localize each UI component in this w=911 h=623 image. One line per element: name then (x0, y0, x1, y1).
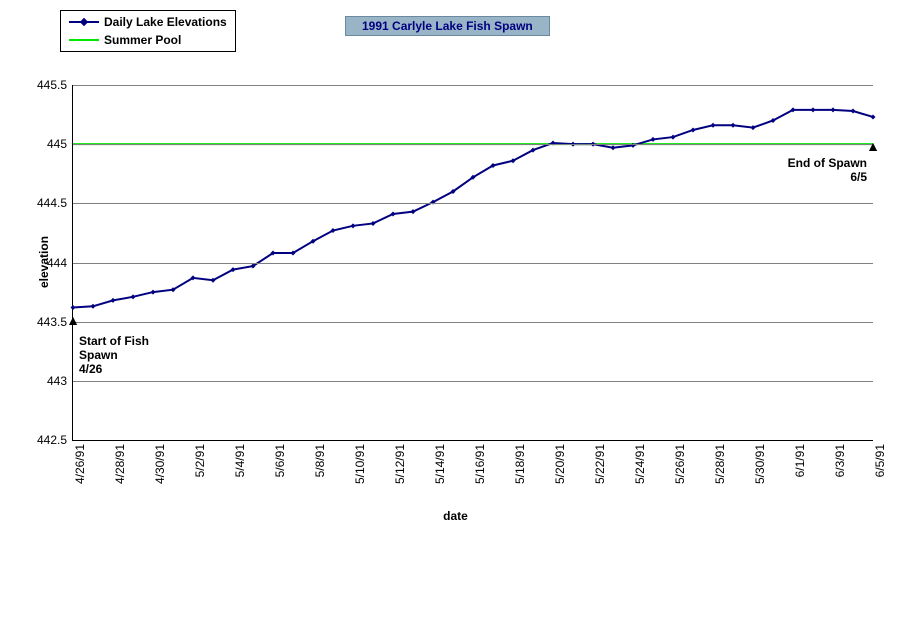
legend: Daily Lake Elevations Summer Pool (60, 10, 236, 52)
data-marker (851, 109, 856, 114)
gridline (73, 263, 873, 264)
x-tick-label: 5/8/91 (313, 444, 327, 477)
x-tick-label: 5/20/91 (553, 444, 567, 484)
data-marker (671, 135, 676, 140)
legend-label-summerpool: Summer Pool (104, 33, 181, 47)
x-tick-label: 6/5/91 (873, 444, 887, 477)
data-marker (831, 107, 836, 112)
x-tick-label: 5/26/91 (673, 444, 687, 484)
x-tick-label: 5/14/91 (433, 444, 447, 484)
x-axis-title: date (443, 509, 468, 523)
x-tick-label: 5/12/91 (393, 444, 407, 484)
y-tick-label: 444 (47, 256, 73, 270)
data-marker (691, 127, 696, 132)
gridline (73, 85, 873, 86)
data-marker (651, 137, 656, 142)
x-tick-label: 5/10/91 (353, 444, 367, 484)
legend-item-elevations: Daily Lake Elevations (69, 13, 227, 31)
x-tick-label: 5/22/91 (593, 444, 607, 484)
data-marker (151, 290, 156, 295)
data-marker (731, 123, 736, 128)
x-tick-label: 6/3/91 (833, 444, 847, 477)
gridline (73, 203, 873, 204)
y-tick-label: 445 (47, 137, 73, 151)
legend-swatch-elevations (69, 15, 99, 29)
plot-area: 442.5443443.5444444.5445445.54/26/914/28… (72, 85, 873, 441)
x-tick-label: 6/1/91 (793, 444, 807, 477)
data-marker (351, 223, 356, 228)
legend-swatch-summerpool (69, 33, 99, 47)
data-marker (811, 107, 816, 112)
data-marker (711, 123, 716, 128)
legend-label-elevations: Daily Lake Elevations (104, 15, 227, 29)
data-marker (131, 294, 136, 299)
x-tick-label: 4/28/91 (113, 444, 127, 484)
gridline (73, 322, 873, 323)
data-marker (111, 298, 116, 303)
y-tick-label: 445.5 (37, 78, 73, 92)
gridline (73, 144, 873, 145)
x-tick-label: 5/4/91 (233, 444, 247, 477)
x-tick-label: 5/28/91 (713, 444, 727, 484)
annotation-arrow-icon: ▲ (866, 138, 880, 154)
data-marker (611, 145, 616, 150)
annotation-start-spawn: Start of FishSpawn4/26 (79, 334, 149, 377)
chart-container: Daily Lake Elevations Summer Pool 1991 C… (0, 0, 911, 623)
legend-item-summerpool: Summer Pool (69, 31, 227, 49)
x-tick-label: 5/24/91 (633, 444, 647, 484)
x-tick-label: 5/6/91 (273, 444, 287, 477)
y-tick-label: 442.5 (37, 433, 73, 447)
data-marker (91, 304, 96, 309)
x-tick-label: 4/26/91 (73, 444, 87, 484)
chart-title: 1991 Carlyle Lake Fish Spawn (345, 16, 550, 36)
y-tick-label: 444.5 (37, 196, 73, 210)
data-marker (71, 305, 76, 310)
x-tick-label: 5/16/91 (473, 444, 487, 484)
annotation-end-spawn: End of Spawn6/5 (788, 156, 867, 185)
data-marker (871, 114, 876, 119)
x-tick-label: 4/30/91 (153, 444, 167, 484)
y-tick-label: 443 (47, 374, 73, 388)
x-tick-label: 5/2/91 (193, 444, 207, 477)
x-tick-label: 5/30/91 (753, 444, 767, 484)
data-marker (751, 125, 756, 130)
annotation-arrow-icon: ▲ (66, 312, 80, 328)
x-tick-label: 5/18/91 (513, 444, 527, 484)
gridline (73, 381, 873, 382)
